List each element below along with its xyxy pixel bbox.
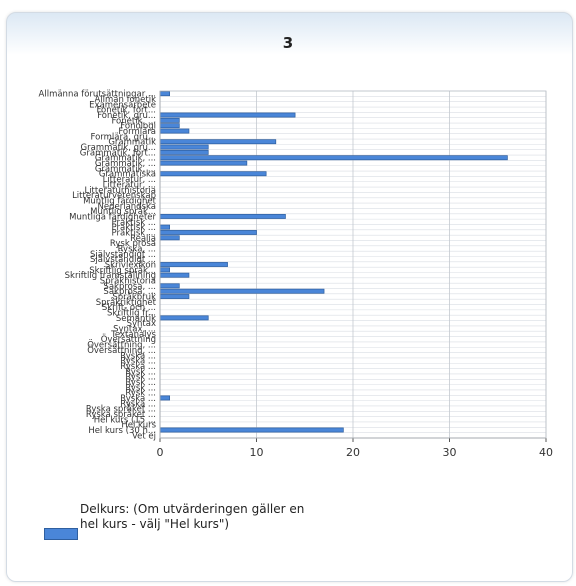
category-label: Litteraturvetenskap — [72, 191, 156, 201]
category-label: Skrift- och ... — [102, 303, 156, 313]
category-label: Vet ej — [132, 431, 156, 441]
bar — [159, 283, 180, 289]
category-label: Hel kurs (30 h... — [88, 426, 156, 436]
category-label: Realia — [130, 234, 156, 244]
category-label: Grammatiska — [99, 170, 156, 180]
bar — [159, 315, 209, 321]
bar — [159, 272, 190, 278]
bar — [159, 160, 248, 166]
bar — [159, 123, 180, 129]
bar — [159, 112, 296, 118]
bar — [159, 139, 277, 145]
category-label: Översättning, ... — [87, 340, 156, 351]
category-label: Rysk ... — [125, 378, 156, 388]
category-label: Formlära — [118, 127, 156, 137]
category-label: Grammatik, gru... — [81, 143, 156, 153]
bar — [159, 262, 228, 267]
bar — [159, 427, 344, 433]
category-label: Skrivlexikon — [105, 261, 156, 271]
bar — [159, 117, 180, 123]
category-label: Språkhistoria — [100, 276, 156, 287]
legend-label: Delkurs: (Om utvärderingen gäller en hel… — [80, 502, 305, 531]
category-label: Rysk ... — [125, 373, 156, 383]
category-label: Språkbruk — [112, 292, 156, 303]
x-tick-label: 10 — [250, 446, 264, 459]
category-label: Ryska ... — [120, 357, 156, 367]
category-label: Sakprosa, ... — [103, 287, 156, 297]
bar — [159, 144, 209, 150]
category-label: Praktisk ... — [112, 218, 156, 228]
category-label: Muntlig färdighet — [83, 196, 157, 206]
category-label: Språkriktighet — [96, 297, 157, 308]
category-label: Allmän fonetik — [94, 95, 156, 105]
category-label: Syntax — [127, 319, 156, 329]
category-label: Muntlig språk... — [90, 206, 156, 217]
category-label: Allmänna förutsättningar ... — [39, 90, 156, 100]
plot-border — [159, 90, 547, 439]
category-label: Rysk prosa — [110, 239, 156, 249]
category-label: Skriftlig fr... — [107, 309, 156, 319]
category-label: Ryska ... — [120, 351, 156, 361]
bar — [159, 171, 267, 177]
category-label: Syntax, ... — [113, 325, 156, 335]
category-label: Praktisk ... — [112, 228, 156, 238]
legend-swatch — [44, 528, 78, 540]
category-label: Fonetik, fort... — [96, 106, 156, 116]
category-label: Litteratur, ... — [103, 175, 156, 185]
bar — [159, 214, 286, 219]
bar — [159, 267, 170, 273]
category-label: Semantik — [116, 314, 156, 324]
category-label: Ryska ... — [120, 362, 156, 372]
category-label: Översättning, ... — [87, 345, 156, 356]
category-label: Hel kurs — [121, 421, 156, 431]
category-label: Rysk ... — [125, 383, 156, 393]
bar — [159, 149, 209, 155]
category-label: Grammatik, ... — [95, 164, 156, 174]
bar — [159, 128, 190, 134]
category-label: Fonetik, ... — [111, 116, 156, 126]
category-label: Översättning — [101, 334, 156, 345]
chart-title: 3 — [282, 34, 294, 52]
category-label: Litteraturhistoria — [84, 186, 156, 196]
category-label: Formlära, gru... — [91, 132, 156, 142]
category-label: Fonologi — [120, 122, 156, 132]
x-tick-label: 20 — [346, 446, 360, 459]
category-label: Skriftlig framställning — [65, 271, 156, 281]
category-label: Grammatik, fort... — [80, 148, 156, 158]
category-label: Rysk ... — [125, 367, 156, 377]
category-label: Hel kurs (15 ... — [94, 415, 156, 425]
category-label: Ryska, ... — [118, 244, 156, 254]
category-label: Grammatik, ... — [95, 154, 156, 164]
category-label: Nederländska — [98, 202, 156, 212]
bar — [159, 230, 257, 235]
category-label: Ryska språket ... — [86, 409, 156, 420]
x-tick-label: 40 — [539, 446, 553, 459]
category-label: Rysk ... — [125, 389, 156, 399]
category-label: Fonetik, gru... — [97, 111, 156, 121]
category-label: Sakprosa, ... — [103, 282, 156, 292]
bar — [159, 91, 170, 97]
bar — [159, 395, 170, 401]
category-label: Muntliga färdigheter — [69, 212, 156, 222]
category-label: Självständigt ... — [90, 250, 156, 260]
category-label: Grammatik — [108, 138, 156, 148]
category-label: Praktisk ... — [112, 223, 156, 233]
bar — [159, 294, 190, 299]
bar — [159, 235, 180, 241]
category-label: Ryska ... — [120, 399, 156, 409]
category-label: Examensarbete — [89, 100, 156, 110]
category-label: Ryska språket ... — [86, 404, 156, 415]
category-label: Ryska ... — [120, 394, 156, 404]
category-label: Självständigt ... — [90, 255, 156, 265]
bar — [159, 155, 508, 161]
category-label: Litteratur, ... — [103, 180, 156, 190]
category-label: Textanalys — [110, 330, 156, 340]
category-label: Grammatik, ... — [95, 159, 156, 169]
x-tick-label: 0 — [157, 446, 164, 459]
bar — [159, 224, 170, 230]
category-label: Skriftlig språk... — [89, 265, 156, 276]
x-tick-label: 30 — [443, 446, 457, 459]
bar — [159, 288, 325, 294]
